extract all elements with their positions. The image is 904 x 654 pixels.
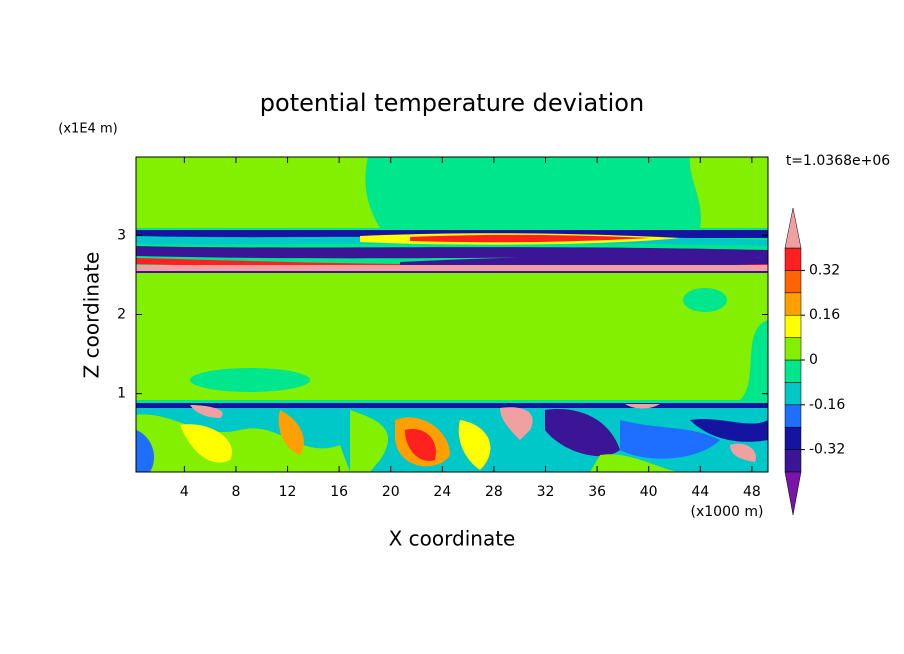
colorbar-tick-label: 0.16	[809, 307, 840, 323]
x-unit: (x1000 m)	[691, 504, 764, 520]
x-tick-label: 12	[279, 484, 297, 500]
x-tick-label: 40	[640, 484, 658, 500]
y-unit: (x1E4 m)	[58, 122, 117, 137]
colorbar-box	[784, 314, 802, 338]
colorbar-box	[784, 449, 802, 473]
x-tick-label: 24	[433, 484, 451, 500]
contour-region	[136, 430, 155, 472]
contour-region	[136, 271, 768, 273]
x-tick-label: 44	[691, 484, 709, 500]
contour-region	[730, 443, 756, 462]
contour-region	[190, 368, 310, 392]
x-tick-label: 20	[382, 484, 400, 500]
contour-region	[458, 420, 491, 470]
x-tick-label: 28	[485, 484, 503, 500]
x-tick-label: 48	[743, 484, 761, 500]
x-tick-label: 32	[537, 484, 555, 500]
contour-region	[136, 157, 380, 228]
y-tick-label: 2	[117, 307, 126, 323]
contour-region	[190, 405, 223, 418]
colorbar-box	[784, 247, 802, 271]
colorbar-tick-label: -0.16	[809, 397, 845, 413]
colorbar-box	[784, 404, 802, 428]
contour-region	[136, 265, 768, 271]
colorbar-box	[784, 270, 802, 294]
contour-region	[545, 409, 620, 457]
x-tick-label: 4	[180, 484, 189, 500]
contour-region	[136, 403, 768, 408]
x-tick-label: 36	[588, 484, 606, 500]
time-label: t=1.0368e+06	[786, 153, 890, 169]
contour-region	[410, 234, 650, 243]
contour-region	[136, 272, 520, 400]
colorbar-tick-label: -0.32	[809, 442, 845, 458]
y-tick-label: 3	[117, 227, 126, 243]
contour-region	[400, 255, 768, 268]
y-axis-label: Z coordinate	[80, 252, 104, 379]
contour-region	[620, 420, 720, 459]
x-axis-label: X coordinate	[389, 527, 516, 551]
x-tick-label: 8	[231, 484, 240, 500]
contour-region	[405, 429, 436, 461]
contour-region	[625, 404, 660, 409]
contour-region	[500, 407, 533, 440]
contour-region	[590, 454, 680, 472]
chart-title: potential temperature deviation	[260, 89, 644, 117]
contour-region	[683, 288, 727, 312]
y-tick-label: 1	[117, 386, 126, 402]
colorbar-box	[784, 426, 802, 450]
colorbar-box	[784, 292, 802, 316]
contour-region	[278, 410, 304, 455]
colorbar-box	[784, 359, 802, 383]
x-tick-label: 16	[330, 484, 348, 500]
contour-region	[350, 410, 389, 472]
contour-region	[511, 272, 768, 400]
colorbar-tick-label: 0.32	[809, 262, 840, 278]
colorbar-low-arrow	[784, 471, 802, 516]
contour-field	[136, 157, 768, 472]
contour-region	[136, 246, 768, 259]
colorbar-tick-label: 0	[809, 352, 818, 368]
contour-region	[690, 418, 768, 442]
contour-region	[689, 157, 768, 228]
colorbar-box	[784, 337, 802, 361]
colorbar-high-arrow	[784, 207, 802, 249]
contour-region	[180, 424, 232, 463]
colorbar-box	[784, 382, 802, 406]
